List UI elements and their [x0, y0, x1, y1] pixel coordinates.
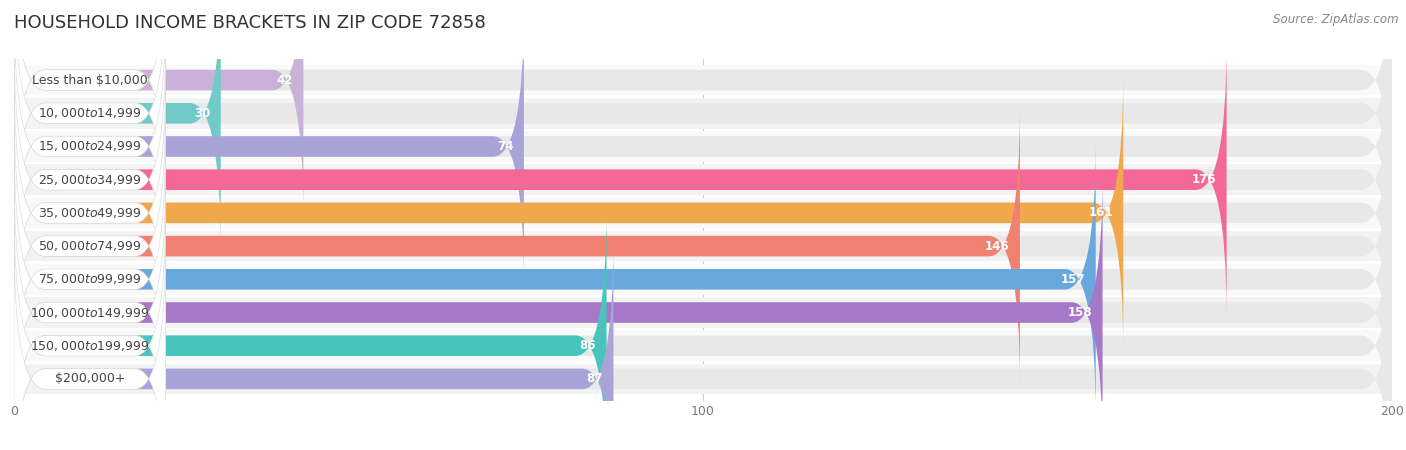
FancyBboxPatch shape — [14, 0, 221, 252]
FancyBboxPatch shape — [14, 107, 1019, 385]
FancyBboxPatch shape — [14, 7, 524, 286]
FancyBboxPatch shape — [14, 364, 1392, 394]
Text: $15,000 to $24,999: $15,000 to $24,999 — [38, 140, 142, 153]
Text: $35,000 to $49,999: $35,000 to $49,999 — [38, 206, 142, 220]
FancyBboxPatch shape — [14, 173, 166, 450]
Text: Less than $10,000: Less than $10,000 — [32, 74, 148, 86]
FancyBboxPatch shape — [14, 74, 1123, 352]
Text: Source: ZipAtlas.com: Source: ZipAtlas.com — [1274, 14, 1399, 27]
Text: $75,000 to $99,999: $75,000 to $99,999 — [38, 272, 142, 286]
FancyBboxPatch shape — [14, 330, 1392, 361]
FancyBboxPatch shape — [14, 264, 1392, 295]
FancyBboxPatch shape — [14, 164, 1392, 195]
FancyBboxPatch shape — [14, 0, 166, 252]
FancyBboxPatch shape — [14, 140, 166, 418]
Text: $100,000 to $149,999: $100,000 to $149,999 — [30, 306, 149, 320]
FancyBboxPatch shape — [14, 74, 1392, 352]
FancyBboxPatch shape — [14, 0, 1392, 219]
FancyBboxPatch shape — [14, 74, 166, 352]
FancyBboxPatch shape — [14, 231, 1392, 261]
Text: $25,000 to $34,999: $25,000 to $34,999 — [38, 173, 142, 187]
Text: 161: 161 — [1088, 207, 1114, 220]
Text: HOUSEHOLD INCOME BRACKETS IN ZIP CODE 72858: HOUSEHOLD INCOME BRACKETS IN ZIP CODE 72… — [14, 14, 486, 32]
FancyBboxPatch shape — [14, 7, 1392, 286]
Text: 87: 87 — [586, 373, 603, 385]
Text: 30: 30 — [194, 107, 211, 120]
FancyBboxPatch shape — [14, 40, 166, 319]
FancyBboxPatch shape — [14, 207, 166, 450]
Text: 158: 158 — [1067, 306, 1092, 319]
FancyBboxPatch shape — [14, 107, 166, 385]
FancyBboxPatch shape — [14, 207, 606, 450]
FancyBboxPatch shape — [14, 240, 1392, 450]
FancyBboxPatch shape — [14, 7, 166, 286]
Text: 86: 86 — [579, 339, 596, 352]
Text: 146: 146 — [986, 239, 1010, 252]
Text: $50,000 to $74,999: $50,000 to $74,999 — [38, 239, 142, 253]
FancyBboxPatch shape — [14, 40, 1226, 319]
FancyBboxPatch shape — [14, 98, 1392, 129]
FancyBboxPatch shape — [14, 0, 1392, 252]
FancyBboxPatch shape — [14, 207, 1392, 450]
FancyBboxPatch shape — [14, 297, 1392, 328]
FancyBboxPatch shape — [14, 140, 1095, 418]
Text: 157: 157 — [1062, 273, 1085, 286]
FancyBboxPatch shape — [14, 140, 1392, 418]
Text: 176: 176 — [1192, 173, 1216, 186]
Text: 42: 42 — [277, 74, 292, 86]
FancyBboxPatch shape — [14, 40, 1392, 319]
FancyBboxPatch shape — [14, 173, 1392, 450]
FancyBboxPatch shape — [14, 198, 1392, 228]
Text: $200,000+: $200,000+ — [55, 373, 125, 385]
FancyBboxPatch shape — [14, 65, 1392, 95]
FancyBboxPatch shape — [14, 0, 304, 219]
FancyBboxPatch shape — [14, 131, 1392, 162]
FancyBboxPatch shape — [14, 240, 613, 450]
FancyBboxPatch shape — [14, 0, 166, 219]
Text: $150,000 to $199,999: $150,000 to $199,999 — [30, 339, 149, 353]
FancyBboxPatch shape — [14, 173, 1102, 450]
FancyBboxPatch shape — [14, 107, 1392, 385]
FancyBboxPatch shape — [14, 240, 166, 450]
Text: $10,000 to $14,999: $10,000 to $14,999 — [38, 106, 142, 120]
Text: 74: 74 — [498, 140, 513, 153]
